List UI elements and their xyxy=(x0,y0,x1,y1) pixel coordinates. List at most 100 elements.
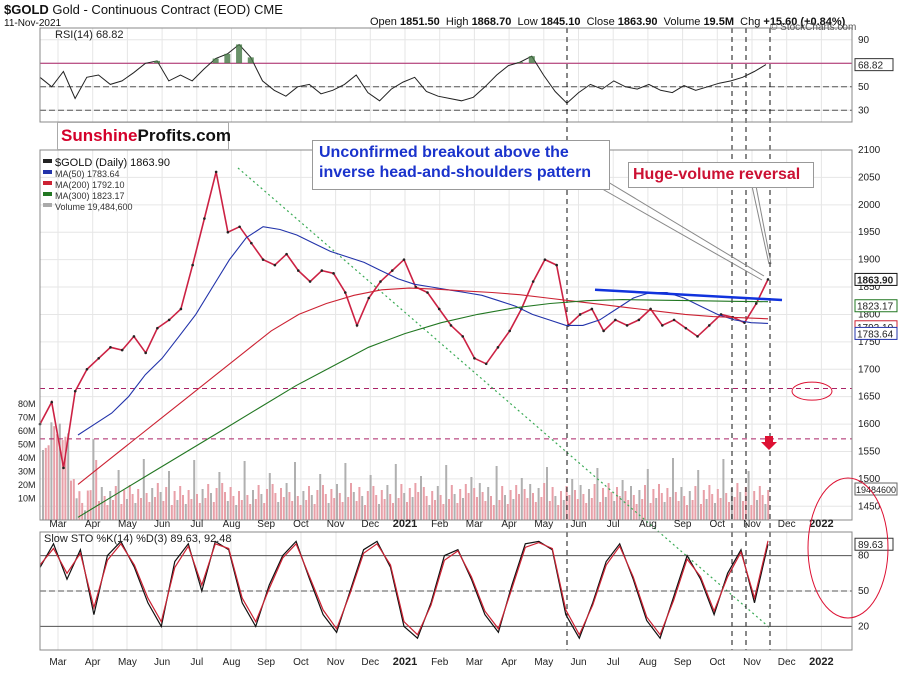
volume-bar xyxy=(534,502,537,520)
x-tick-label: 2021 xyxy=(393,518,417,530)
sto-last-box xyxy=(854,537,894,551)
chart-title: $GOLD Gold - Continuous Contract (EOD) C… xyxy=(4,2,283,17)
level-ellipse xyxy=(791,381,833,401)
volume-bar xyxy=(551,487,554,520)
rsi-overbought-fill xyxy=(517,62,524,64)
volume-bar xyxy=(67,433,70,520)
volume-bar xyxy=(380,490,383,520)
volume-bar xyxy=(372,486,375,520)
volume-bar xyxy=(375,495,378,520)
volume-bar xyxy=(604,497,607,520)
price-point xyxy=(144,351,147,355)
volume-bar xyxy=(330,489,333,520)
volume-bar xyxy=(708,485,711,520)
sto-k-line xyxy=(39,540,769,640)
volume-bar xyxy=(428,505,431,520)
volume-bar xyxy=(168,471,170,520)
price-last-box xyxy=(854,299,898,313)
volume-bar xyxy=(252,490,254,520)
high-value: 1868.70 xyxy=(471,16,512,28)
price-point xyxy=(414,285,418,289)
sto-y-tick: 50 xyxy=(858,586,870,597)
price-y-tick: 1850 xyxy=(858,282,881,293)
instrument-name: Gold - Continuous Contract (EOD) xyxy=(52,2,251,17)
volume-bar xyxy=(61,440,64,520)
breakout-annotation: Unconfirmed breakout above the inverse h… xyxy=(312,140,610,190)
volume-y-tick: 50M xyxy=(18,440,36,450)
volume-bar xyxy=(78,491,81,520)
price-line xyxy=(39,171,769,469)
volume-bar xyxy=(753,491,756,520)
volume-bar xyxy=(266,489,268,520)
volume-bar xyxy=(574,490,576,520)
reversal-pointer xyxy=(751,185,770,265)
price-last-value: 1783.64 xyxy=(857,329,894,340)
open-value: 1851.50 xyxy=(399,16,440,28)
volume-bar xyxy=(680,487,683,520)
volume-bar xyxy=(103,496,106,520)
volume-bar xyxy=(711,494,714,520)
price-point xyxy=(637,318,641,322)
x-tick-label-bottom: Feb xyxy=(431,657,449,668)
volume-value: 19.5M xyxy=(703,16,735,28)
volume-bar xyxy=(257,485,260,520)
volume-bar xyxy=(364,505,366,520)
ma300-line xyxy=(77,299,769,518)
volume-bar xyxy=(302,491,305,520)
volume-bar xyxy=(338,493,341,520)
volume-bar xyxy=(64,436,67,520)
volume-bar xyxy=(378,504,380,520)
price-y-tick: 1700 xyxy=(858,364,881,375)
x-tick-label-bottom: Aug xyxy=(639,657,657,668)
rsi-overbought-fill xyxy=(154,60,161,64)
volume-bar xyxy=(518,494,520,520)
price-point xyxy=(426,291,429,294)
volume-bar xyxy=(445,465,448,520)
volume-bar xyxy=(235,505,238,520)
volume-bar xyxy=(523,489,526,520)
price-point xyxy=(543,258,547,261)
volume-y-tick: 20M xyxy=(18,480,36,490)
volume-bar xyxy=(106,505,109,520)
volume-bar xyxy=(571,479,574,520)
volume-bar xyxy=(722,459,725,520)
volume-y-tick: 70M xyxy=(18,413,36,423)
volume-bar xyxy=(294,462,296,520)
volume-bar xyxy=(742,501,744,520)
x-tick-label-bottom: 2021 xyxy=(393,656,417,668)
volume-bar xyxy=(140,498,142,520)
volume-bar xyxy=(282,497,285,520)
price-point xyxy=(625,324,629,327)
x-tick-label: Nov xyxy=(327,519,345,530)
volume-bar xyxy=(520,478,523,520)
volume-bar xyxy=(613,501,616,520)
volume-bar xyxy=(165,487,168,520)
stochastic-panel xyxy=(39,540,852,640)
rsi-y-tick: 50 xyxy=(858,82,870,93)
volume-last-box xyxy=(854,482,898,496)
volume-bar xyxy=(47,445,50,520)
volume-bar xyxy=(109,491,112,520)
x-tick-label-bottom: Mar xyxy=(49,657,67,668)
volume-bar xyxy=(602,488,604,520)
volume-bar xyxy=(588,489,590,520)
volume-bar xyxy=(655,498,658,520)
price-y-tick: 1450 xyxy=(858,501,881,512)
volume-y-tick: 30M xyxy=(18,467,36,477)
rsi-y-tick: 90 xyxy=(858,35,870,46)
x-tick-label: Mar xyxy=(466,519,484,530)
volume-bar xyxy=(736,483,739,520)
exchange: CME xyxy=(254,2,283,17)
price-point xyxy=(132,335,136,338)
volume-bar xyxy=(568,495,571,520)
volume-bar xyxy=(277,502,280,520)
x-tick-label: Jun xyxy=(154,519,170,530)
volume-bar xyxy=(498,500,501,520)
breakout-pointer xyxy=(597,175,765,277)
volume-bar xyxy=(414,483,417,520)
volume-bar xyxy=(585,503,588,520)
volume-bar xyxy=(350,483,352,520)
price-point xyxy=(167,318,171,322)
volume-bar xyxy=(504,495,506,520)
volume-bar xyxy=(271,484,274,520)
